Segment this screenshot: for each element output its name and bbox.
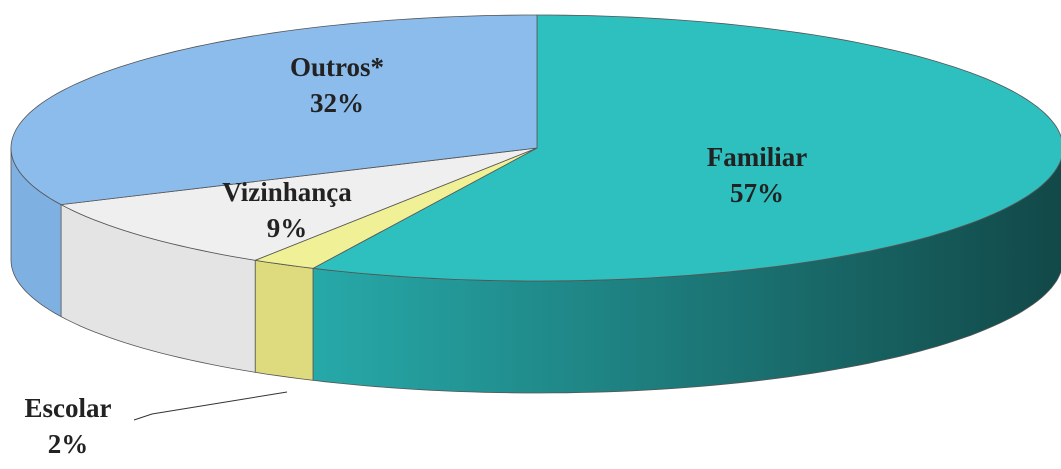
slice [253, 147, 538, 269]
slice-side [254, 259, 314, 381]
slice [311, 14, 1061, 282]
slice-label: Outros* [290, 52, 384, 82]
slice-value-label: 32% [310, 88, 364, 118]
slice-value-label: 9% [267, 213, 308, 243]
slice [59, 147, 538, 261]
slice-label: Familiar [707, 142, 807, 172]
slice-value-label: 2% [48, 429, 89, 459]
slice [10, 14, 538, 206]
slice-value-label: 57% [730, 178, 784, 208]
leader-line [133, 391, 288, 421]
slice-label: Escolar [25, 393, 112, 423]
slice-label: Vizinhança [222, 177, 352, 207]
